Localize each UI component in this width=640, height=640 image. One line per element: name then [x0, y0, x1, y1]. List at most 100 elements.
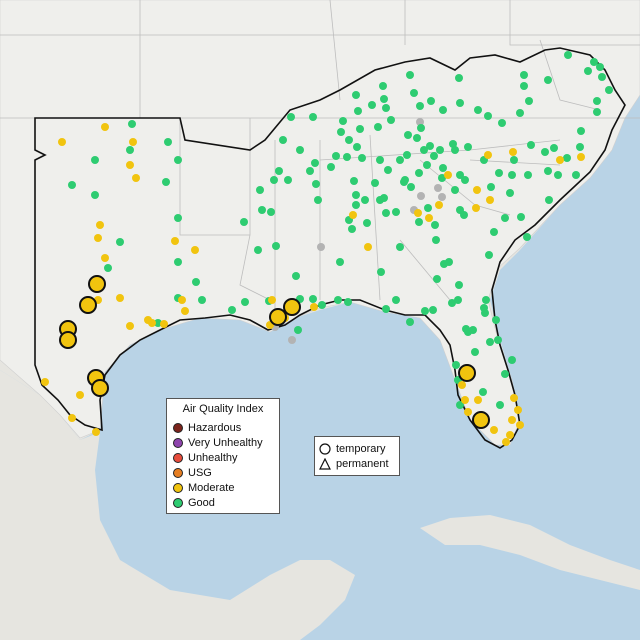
good-station-marker[interactable] [306, 167, 314, 175]
moderate-station-marker[interactable] [58, 138, 66, 146]
good-station-marker[interactable] [577, 127, 585, 135]
good-station-marker[interactable] [431, 221, 439, 229]
good-station-marker[interactable] [496, 401, 504, 409]
good-station-marker[interactable] [368, 101, 376, 109]
good-station-marker[interactable] [486, 338, 494, 346]
good-station-marker[interactable] [128, 120, 136, 128]
good-station-marker[interactable] [192, 278, 200, 286]
good-station-marker[interactable] [392, 208, 400, 216]
good-station-marker[interactable] [116, 238, 124, 246]
good-station-marker[interactable] [404, 131, 412, 139]
good-station-marker[interactable] [309, 295, 317, 303]
moderate-station-marker[interactable] [414, 209, 422, 217]
good-station-marker[interactable] [164, 138, 172, 146]
moderate-station-marker[interactable] [425, 214, 433, 222]
moderate-station-marker[interactable] [464, 408, 472, 416]
good-station-marker[interactable] [456, 99, 464, 107]
good-station-marker[interactable] [572, 171, 580, 179]
moderate-station-marker[interactable] [506, 431, 514, 439]
good-station-marker[interactable] [258, 206, 266, 214]
good-station-marker[interactable] [350, 177, 358, 185]
good-station-marker[interactable] [241, 298, 249, 306]
moderate-station-marker[interactable] [556, 156, 564, 164]
good-station-marker[interactable] [433, 275, 441, 283]
moderate-station-marker[interactable] [96, 221, 104, 229]
good-station-marker[interactable] [541, 148, 549, 156]
good-station-marker[interactable] [345, 136, 353, 144]
good-station-marker[interactable] [590, 58, 598, 66]
good-station-marker[interactable] [363, 219, 371, 227]
good-station-marker[interactable] [356, 125, 364, 133]
good-station-marker[interactable] [407, 183, 415, 191]
good-station-marker[interactable] [498, 119, 506, 127]
good-station-marker[interactable] [436, 146, 444, 154]
moderate-temporary-marker[interactable] [269, 308, 287, 326]
good-station-marker[interactable] [455, 74, 463, 82]
moderate-station-marker[interactable] [577, 153, 585, 161]
good-station-marker[interactable] [474, 106, 482, 114]
good-station-marker[interactable] [91, 191, 99, 199]
good-station-marker[interactable] [501, 214, 509, 222]
good-station-marker[interactable] [400, 178, 408, 186]
moderate-station-marker[interactable] [486, 196, 494, 204]
moderate-station-marker[interactable] [444, 171, 452, 179]
moderate-station-marker[interactable] [310, 303, 318, 311]
good-station-marker[interactable] [354, 107, 362, 115]
moderate-station-marker[interactable] [472, 204, 480, 212]
moderate-temporary-marker[interactable] [283, 298, 301, 316]
good-station-marker[interactable] [456, 171, 464, 179]
good-station-marker[interactable] [492, 316, 500, 324]
good-station-marker[interactable] [461, 176, 469, 184]
good-station-marker[interactable] [510, 156, 518, 164]
good-station-marker[interactable] [484, 112, 492, 120]
good-station-marker[interactable] [318, 301, 326, 309]
good-station-marker[interactable] [415, 218, 423, 226]
moderate-station-marker[interactable] [129, 138, 137, 146]
good-station-marker[interactable] [415, 169, 423, 177]
good-station-marker[interactable] [410, 89, 418, 97]
good-station-marker[interactable] [564, 51, 572, 59]
moderate-station-marker[interactable] [68, 414, 76, 422]
good-station-marker[interactable] [485, 251, 493, 259]
good-station-marker[interactable] [296, 146, 304, 154]
moderate-station-marker[interactable] [178, 296, 186, 304]
moderate-station-marker[interactable] [268, 296, 276, 304]
good-station-marker[interactable] [292, 272, 300, 280]
good-station-marker[interactable] [104, 264, 112, 272]
good-station-marker[interactable] [523, 233, 531, 241]
good-station-marker[interactable] [554, 171, 562, 179]
good-station-marker[interactable] [336, 258, 344, 266]
good-station-marker[interactable] [563, 154, 571, 162]
moderate-station-marker[interactable] [508, 416, 516, 424]
good-station-marker[interactable] [451, 146, 459, 154]
moderate-station-marker[interactable] [92, 428, 100, 436]
good-station-marker[interactable] [517, 213, 525, 221]
good-station-marker[interactable] [413, 134, 421, 142]
moderate-station-marker[interactable] [101, 254, 109, 262]
good-station-marker[interactable] [126, 146, 134, 154]
moderate-station-marker[interactable] [101, 123, 109, 131]
moderate-station-marker[interactable] [364, 243, 372, 251]
good-station-marker[interactable] [284, 176, 292, 184]
moderate-station-marker[interactable] [116, 294, 124, 302]
moderate-station-marker[interactable] [473, 186, 481, 194]
good-station-marker[interactable] [417, 124, 425, 132]
good-station-marker[interactable] [174, 214, 182, 222]
moderate-temporary-marker[interactable] [59, 331, 77, 349]
good-station-marker[interactable] [382, 209, 390, 217]
good-station-marker[interactable] [456, 206, 464, 214]
good-station-marker[interactable] [228, 306, 236, 314]
good-station-marker[interactable] [527, 141, 535, 149]
good-station-marker[interactable] [396, 156, 404, 164]
good-station-marker[interactable] [275, 167, 283, 175]
good-station-marker[interactable] [593, 108, 601, 116]
good-station-marker[interactable] [508, 171, 516, 179]
good-station-marker[interactable] [501, 370, 509, 378]
good-station-marker[interactable] [506, 189, 514, 197]
good-station-marker[interactable] [426, 142, 434, 150]
good-station-marker[interactable] [279, 136, 287, 144]
good-station-marker[interactable] [440, 260, 448, 268]
good-station-marker[interactable] [424, 204, 432, 212]
good-station-marker[interactable] [337, 128, 345, 136]
